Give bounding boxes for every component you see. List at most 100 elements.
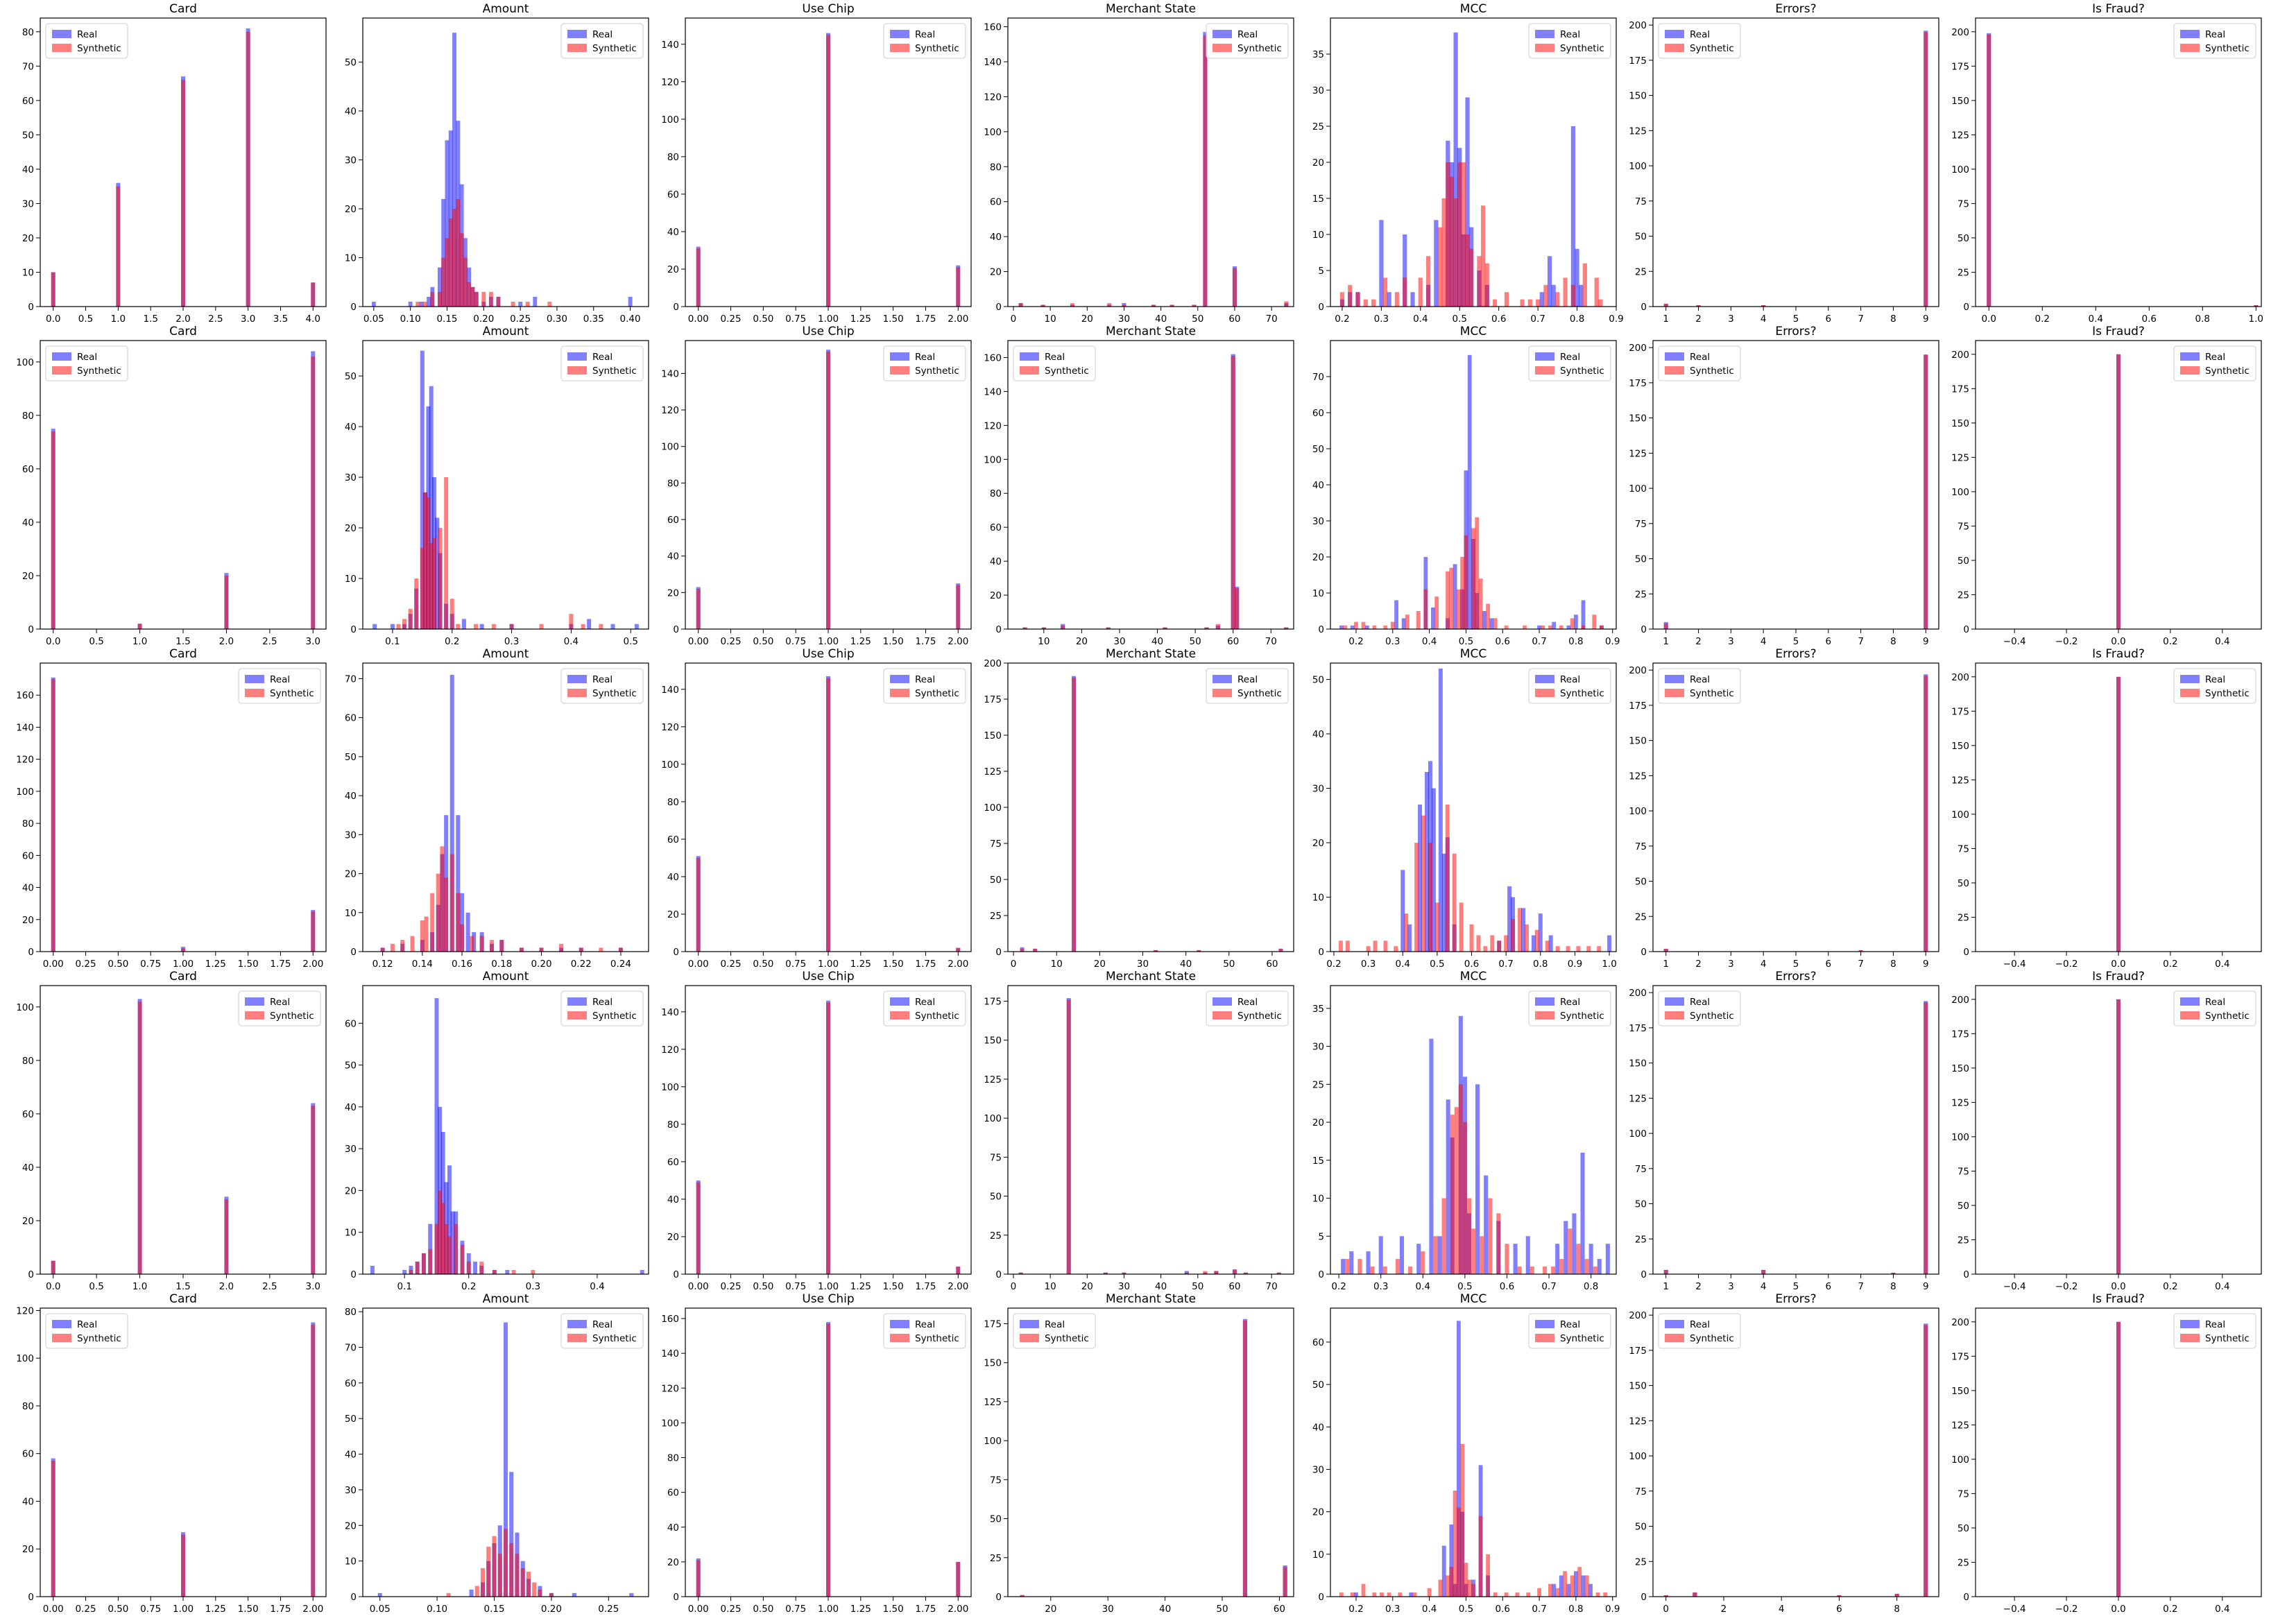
x-tick-label: 9 <box>1923 1281 1929 1292</box>
real-legend-swatch <box>2180 30 2200 38</box>
y-tick-label: 20 <box>22 1216 34 1227</box>
y-tick-label: 80 <box>667 152 679 163</box>
legend-label: Real <box>2205 352 2225 363</box>
synthetic-bar <box>1663 623 1668 629</box>
real-legend-swatch <box>1665 675 1684 683</box>
y-tick-label: 100 <box>1951 1454 1969 1466</box>
synthetic-bar <box>1107 302 1112 307</box>
synthetic-bar <box>1445 805 1450 952</box>
x-tick-label: 0.00 <box>688 636 709 647</box>
x-tick-label: 3 <box>1728 959 1734 970</box>
legend: Real Synthetic <box>2173 990 2256 1027</box>
real-bar <box>434 998 439 1274</box>
chart-panel: Errors? 0 2 4 6 8 0 25 50 75 100 125 150 175 200 Real Sy… <box>1629 1292 1939 1615</box>
y-tick-label: 100 <box>1629 161 1647 172</box>
x-tick-label: 4 <box>1760 1281 1767 1292</box>
chart-panel: MCC 0.2 0.3 0.4 0.5 0.6 0.7 0.8 0.9 0 10 20 30 40 50 60… <box>1312 325 1620 647</box>
x-tick-label: 0.2 <box>461 1281 476 1292</box>
y-tick-label: 0 <box>1318 624 1324 635</box>
x-tick-label: 1.50 <box>883 636 904 647</box>
synthetic-bar <box>454 1223 459 1274</box>
x-tick-label: 0.4 <box>2215 959 2229 970</box>
legend-label: Real <box>915 29 935 40</box>
y-tick-label: 0 <box>1318 1269 1324 1280</box>
y-tick-label: 140 <box>661 1007 679 1018</box>
y-tick-label: 80 <box>667 1119 679 1131</box>
x-tick-label: 1.25 <box>850 314 871 325</box>
real-legend-swatch <box>1020 352 1039 361</box>
x-tick-label: 0.24 <box>610 959 631 970</box>
synthetic-bar <box>956 947 961 952</box>
synthetic-bar <box>1434 596 1439 629</box>
synthetic-bar <box>441 257 446 307</box>
y-tick-label: 40 <box>345 422 357 433</box>
x-tick-label: 1.5 <box>175 636 190 647</box>
synthetic-bar <box>503 1529 508 1597</box>
y-tick-label: 0 <box>673 1592 679 1603</box>
x-tick-label: 0.20 <box>541 1604 562 1615</box>
synthetic-bar <box>1517 1266 1522 1274</box>
y-tick-label: 200 <box>984 658 1002 669</box>
chart-panel: Is Fraud? −0.4 −0.2 0.0 0.2 0.4 0 25 50 75 100 125 1… <box>1951 1292 2262 1615</box>
y-tick-label: 0 <box>1963 947 1969 958</box>
x-tick-label: 0.25 <box>76 1604 96 1615</box>
y-tick-label: 150 <box>984 730 1002 741</box>
y-tick-label: 40 <box>990 232 1002 243</box>
legend-label: Synthetic <box>1690 1011 1734 1022</box>
y-tick-label: 75 <box>1957 1488 1969 1500</box>
synthetic-bar <box>1278 948 1283 952</box>
y-tick-label: 200 <box>1629 665 1647 676</box>
synthetic-bar <box>1453 1491 1457 1597</box>
synthetic-legend-swatch <box>1665 1011 1684 1020</box>
legend: Real Synthetic <box>1658 668 1741 704</box>
legend: Real Synthetic <box>2173 345 2256 381</box>
x-tick-label: 3 <box>1728 636 1734 647</box>
synthetic-bar <box>1663 948 1668 952</box>
chart-panel: Amount 0.1 0.2 0.3 0.4 0.5 0 10 20 30 40 50 Real Synt… <box>345 325 649 647</box>
y-tick-label: 70 <box>22 61 34 72</box>
synthetic-bar <box>1423 589 1428 629</box>
synthetic-bar <box>1382 1266 1387 1274</box>
synthetic-bar <box>1594 277 1599 307</box>
y-tick-label: 40 <box>1312 1422 1324 1433</box>
x-tick-label: 0 <box>1011 959 1017 970</box>
synthetic-bar <box>1372 1592 1377 1597</box>
real-bar <box>427 296 431 307</box>
y-tick-label: 35 <box>1312 1004 1324 1015</box>
chart-panel: MCC 0.2 0.3 0.4 0.5 0.6 0.7 0.8 0.9 0 5 10 15 20 25 30 3… <box>1312 2 1624 325</box>
x-tick-label: 0.2 <box>2035 314 2050 325</box>
x-tick-label: 0.8 <box>1533 959 1548 970</box>
synthetic-bar <box>1214 1271 1219 1274</box>
real-bar <box>1438 668 1443 952</box>
real-bar <box>1588 1583 1593 1597</box>
y-tick-label: 125 <box>1951 1420 1969 1431</box>
real-bar <box>441 198 446 307</box>
x-tick-label: 0.4 <box>2089 314 2103 325</box>
x-tick-label: 0.0 <box>1982 314 1996 325</box>
legend-label: Real <box>1560 674 1580 685</box>
synthetic-bar <box>1370 1266 1375 1274</box>
y-tick-label: 50 <box>1957 233 1969 244</box>
x-tick-label: 0.4 <box>2215 1281 2229 1292</box>
chart-panel: Card 0.0 0.5 1.0 1.5 2.0 2.5 3.0 0 20 40 60 80 100 Rea… <box>16 325 327 647</box>
real-legend-swatch <box>890 352 909 361</box>
y-tick-label: 50 <box>1312 444 1324 455</box>
x-tick-label: −0.4 <box>2003 959 2026 970</box>
synthetic-bar <box>432 538 437 629</box>
real-legend-swatch <box>1535 352 1554 361</box>
x-tick-label: 5 <box>1793 314 1799 325</box>
synthetic-bar <box>1543 284 1548 307</box>
y-tick-label: 0 <box>1318 947 1324 958</box>
chart-panel: Merchant State 0 10 20 30 40 50 60 70 0 20 40 60 80 10… <box>984 2 1294 325</box>
x-tick-label: 3.0 <box>241 314 255 325</box>
legend: Real Synthetic <box>883 23 966 59</box>
x-tick-label: 1.00 <box>818 959 839 970</box>
x-tick-label: 8 <box>1890 959 1896 970</box>
synthetic-bar <box>467 282 472 307</box>
synthetic-legend-swatch <box>567 689 587 697</box>
real-bar <box>1588 1244 1593 1274</box>
synthetic-bar <box>696 1560 701 1597</box>
y-tick-label: 120 <box>984 420 1002 431</box>
synthetic-legend-swatch <box>890 1011 909 1020</box>
x-tick-label: 0.3 <box>1385 636 1400 647</box>
